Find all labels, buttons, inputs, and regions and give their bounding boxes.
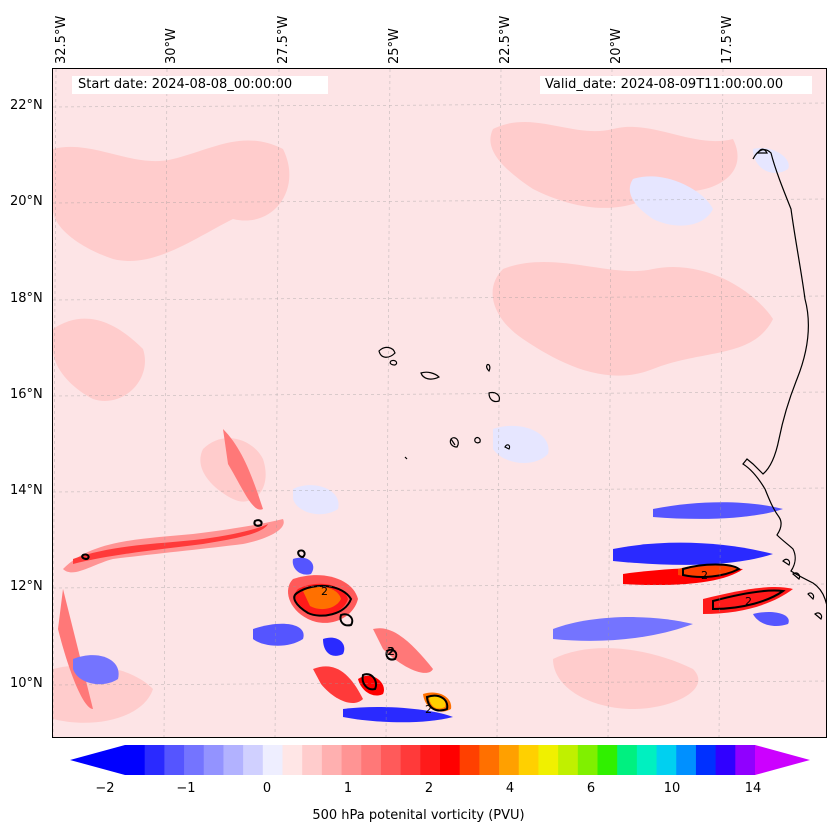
lat-label-22n: 22°N [10, 98, 43, 113]
colorbar-cell [184, 745, 205, 775]
contour-label-east-1: 2 [701, 569, 708, 582]
colorbar-over-arrow [755, 745, 810, 775]
colorbar-cell [243, 745, 264, 775]
contour-label-central: 2 [321, 585, 328, 598]
colorbar-cell [164, 745, 185, 775]
lon-label-32-5w: 32.5°W [54, 15, 69, 64]
colorbar-cell [538, 745, 559, 775]
colorbar-cell [735, 745, 756, 775]
colorbar-tick-6: 6 [586, 781, 596, 796]
colorbar-tick-5: 4 [505, 781, 515, 796]
colorbar-tick-2: 0 [262, 781, 272, 796]
pv-low-negative-patches [293, 148, 789, 515]
colorbar-cell [125, 745, 146, 775]
lon-label-17-5w: 17.5°W [720, 15, 735, 64]
contour-label-south: 2 [388, 645, 395, 658]
colorbar-cell [321, 745, 343, 775]
colorbar-under-arrow [70, 745, 125, 775]
pv-2-contours [81, 519, 786, 712]
lat-label-10n: 10°N [10, 676, 43, 691]
colorbar-cell [341, 745, 362, 775]
contour-label-east-2: 2 [745, 595, 752, 608]
colorbar-cell [302, 745, 323, 775]
colorbar-cells [125, 745, 756, 775]
map-panel: 2 2 2 2 2 2 [52, 68, 827, 738]
colorbar-tick-4: 2 [424, 781, 434, 796]
colorbar-cell [380, 745, 402, 775]
colorbar-cell [361, 745, 382, 775]
pv-streamer-east [553, 502, 793, 641]
colorbar [70, 745, 810, 775]
pv-field-map: 2 2 2 2 2 2 [53, 69, 826, 737]
start-date-box: Start date: 2024-08-08_00:00:00 [72, 76, 328, 94]
colorbar-cell [715, 745, 736, 775]
colorbar-cell [420, 745, 441, 775]
colorbar-cell [144, 745, 165, 775]
colorbar-cell [695, 745, 717, 775]
lat-label-12n: 12°N [10, 579, 43, 594]
colorbar-cell [558, 745, 579, 775]
cape-verde-islands [378, 346, 511, 460]
colorbar-tick-8: 14 [744, 781, 762, 796]
colorbar-cell [656, 745, 677, 775]
pv-negative-features [73, 557, 453, 723]
valid-date-label: Valid_date: 2024-08-09T11:00:00.00 [545, 77, 784, 92]
pv-streamer-central [288, 575, 452, 712]
colorbar-cell [262, 745, 283, 775]
lon-label-22-5w: 22.5°W [498, 15, 513, 64]
lat-label-16n: 16°N [10, 387, 43, 402]
lon-label-20w: 20°W [609, 28, 624, 64]
colorbar-tick-1: −1 [176, 781, 196, 796]
contour-label-lower: 2 [387, 645, 394, 658]
colorbar-cell [577, 745, 598, 775]
pv-low-positive-patches [53, 121, 773, 723]
colorbar-cell [617, 745, 638, 775]
start-date-label: Start date: 2024-08-08_00:00:00 [78, 77, 293, 92]
colorbar-cell [479, 745, 500, 775]
contour-label-southeast: 2 [425, 703, 432, 716]
colorbar-cell [597, 745, 618, 775]
colorbar-cell [636, 745, 658, 775]
colorbar-cell [282, 745, 303, 775]
colorbar-tick-3: 1 [343, 781, 353, 796]
lon-label-27-5w: 27.5°W [276, 15, 291, 64]
colorbar-cell [676, 745, 697, 775]
colorbar-tick-7: 10 [663, 781, 681, 796]
graticule [53, 69, 826, 737]
west-africa-coastline [742, 148, 826, 620]
colorbar-cell [518, 745, 539, 775]
colorbar-cell [223, 745, 244, 775]
colorbar-label: 500 hPa potenital vorticity (PVU) [312, 808, 525, 823]
lat-label-20n: 20°N [10, 194, 43, 209]
pv-contour-labels: 2 2 2 2 2 2 [321, 569, 752, 716]
colorbar-cell [400, 745, 421, 775]
colorbar-cell [203, 745, 224, 775]
lat-label-14n: 14°N [10, 483, 43, 498]
valid-date-box: Valid_date: 2024-08-09T11:00:00.00 [540, 76, 812, 94]
colorbar-cell [459, 745, 480, 775]
colorbar-cell [499, 745, 520, 775]
lon-label-30w: 30°W [164, 28, 179, 64]
colorbar-cell [440, 745, 461, 775]
lat-label-18n: 18°N [10, 291, 43, 306]
colorbar-tick-0: −2 [95, 781, 115, 796]
lon-label-25w: 25°W [387, 28, 402, 64]
